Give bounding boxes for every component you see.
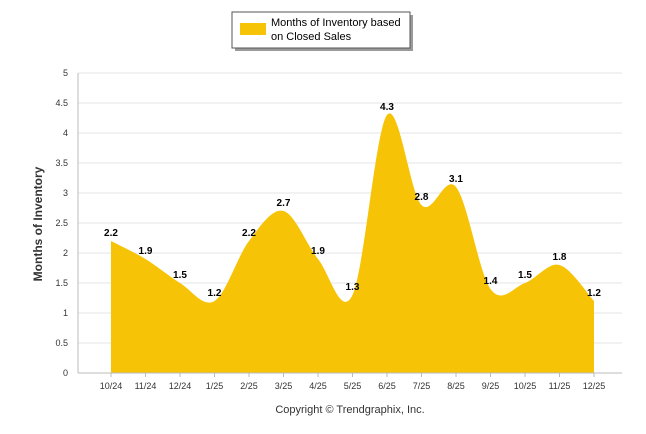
area-series [111, 113, 594, 373]
data-label: 1.4 [484, 276, 498, 287]
y-tick-label: 3.5 [55, 158, 68, 168]
y-tick-label: 4 [63, 128, 68, 138]
data-label: 1.2 [208, 288, 222, 299]
y-tick-label: 0 [63, 368, 68, 378]
data-label: 2.7 [277, 198, 291, 209]
y-tick-label: 3 [63, 188, 68, 198]
data-label: 3.1 [449, 174, 463, 185]
y-tick-label: 2.5 [55, 218, 68, 228]
data-label: 2.2 [104, 228, 118, 239]
data-label: 1.5 [173, 270, 187, 281]
data-label: 1.2 [587, 288, 601, 299]
data-label: 4.3 [380, 102, 394, 113]
x-tick-label: 5/25 [344, 381, 362, 391]
y-tick-label: 0.5 [55, 338, 68, 348]
y-tick-labels: 0 0.5 1 1.5 2 2.5 3 3.5 4 4.5 5 [55, 68, 68, 378]
y-tick-label: 1.5 [55, 278, 68, 288]
data-label: 1.9 [311, 246, 325, 257]
plot-area [111, 113, 594, 373]
y-tick-label: 5 [63, 68, 68, 78]
data-label: 1.9 [139, 246, 153, 257]
x-tick-label: 3/25 [275, 381, 293, 391]
axes [77, 73, 622, 377]
data-label: 1.8 [553, 252, 567, 263]
x-tick-label: 10/25 [514, 381, 537, 391]
data-label: 1.5 [518, 270, 532, 281]
x-tick-label: 11/24 [135, 381, 157, 391]
x-tick-label: 8/25 [447, 381, 465, 391]
x-tick-labels: 10/24 11/24 12/24 1/25 2/25 3/25 4/25 5/25 6/25 7… [100, 381, 606, 391]
legend-line-2: on Closed Sales [271, 31, 352, 43]
data-label: 1.3 [346, 282, 360, 293]
x-tick-label: 10/24 [100, 381, 123, 391]
x-tick-label: 9/25 [482, 381, 500, 391]
x-tick-label: 4/25 [309, 381, 327, 391]
x-tick-label: 1/25 [206, 381, 224, 391]
x-tick-label: 2/25 [240, 381, 258, 391]
x-tick-label: 12/25 [583, 381, 606, 391]
y-tick-label: 1 [63, 308, 68, 318]
legend: Months of Inventory based on Closed Sale… [231, 11, 413, 51]
data-label: 2.2 [242, 228, 256, 239]
x-tick-label: 6/25 [378, 381, 396, 391]
legend-swatch [240, 23, 266, 35]
data-label: 2.8 [415, 192, 429, 203]
y-tick-label: 4.5 [55, 98, 68, 108]
y-axis-title: Months of Inventory [31, 166, 45, 281]
legend-line-1: Months of Inventory based [271, 17, 401, 29]
x-tick-label: 7/25 [413, 381, 431, 391]
x-tick-label: 11/25 [549, 381, 571, 391]
copyright-text: Copyright © Trendgraphix, Inc. [275, 404, 424, 416]
data-labels: 2.2 1.9 1.5 1.2 2.2 2.7 1.9 1.3 4.3 2.8 3.1 1.4 1.5 1… [104, 102, 601, 299]
y-tick-label: 2 [63, 248, 68, 258]
x-tick-label: 12/24 [169, 381, 192, 391]
